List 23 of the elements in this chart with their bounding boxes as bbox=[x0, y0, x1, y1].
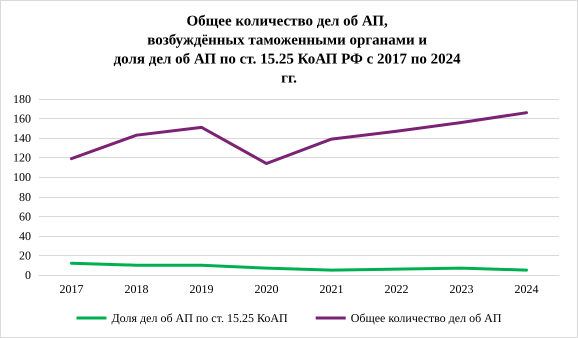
y-tick-label: 120 bbox=[13, 150, 31, 165]
y-tick-label: 40 bbox=[19, 228, 31, 243]
legend-label: Общее количество дел об АП bbox=[350, 311, 502, 325]
line-series bbox=[70, 111, 528, 166]
x-tick-label: 2021 bbox=[320, 282, 344, 296]
y-tick-label: 180 bbox=[13, 92, 31, 106]
y-tick-label: 100 bbox=[13, 170, 31, 184]
x-tick-label: 2022 bbox=[384, 282, 408, 296]
x-tick-label: 2020 bbox=[254, 282, 278, 296]
y-tick-label: 20 bbox=[19, 248, 31, 262]
y-tick-label: 0 bbox=[25, 268, 31, 282]
x-tick-label: 2017 bbox=[60, 282, 84, 296]
chart-title: Общее количество дел об АП, возбуждённых таможенными органами и доля дел об АП по ст. 15.25 КоАП РФ с 2017 по 2024 гг. bbox=[114, 14, 464, 86]
y-tick-label: 140 bbox=[13, 131, 31, 146]
line-series bbox=[70, 262, 528, 272]
legend-label: Доля дел об АП по ст. 15.25 КоАП bbox=[111, 311, 288, 325]
x-tick-label: 2024 bbox=[514, 282, 538, 296]
x-tick-label: 2023 bbox=[450, 282, 474, 296]
y-tick-label: 60 bbox=[19, 209, 31, 224]
x-tick-label: 2019 bbox=[190, 282, 214, 296]
y-tick-label: 160 bbox=[13, 112, 31, 126]
x-tick-label: 2018 bbox=[124, 282, 148, 296]
y-tick-label: 80 bbox=[19, 190, 31, 204]
